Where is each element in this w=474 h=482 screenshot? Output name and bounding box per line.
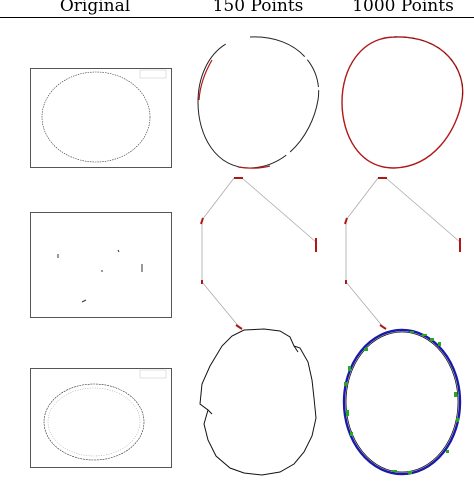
row1-1000-points: [334, 30, 474, 180]
column-header-original: Original: [59, 0, 131, 16]
row1-150-points: [190, 30, 330, 180]
row3-150-points: [190, 322, 330, 478]
row2-1000-points: [334, 170, 474, 340]
row3-1000-points: [334, 322, 474, 478]
row2-150-points: [190, 170, 330, 340]
row1-original-plot: [22, 62, 174, 174]
row2-original-plot: [22, 206, 174, 324]
header-rule: [0, 17, 474, 18]
row3-original-plot: [22, 362, 174, 474]
column-header-1000-points: 1000 Points: [352, 0, 454, 16]
column-header-150-points: 150 Points: [212, 0, 304, 16]
